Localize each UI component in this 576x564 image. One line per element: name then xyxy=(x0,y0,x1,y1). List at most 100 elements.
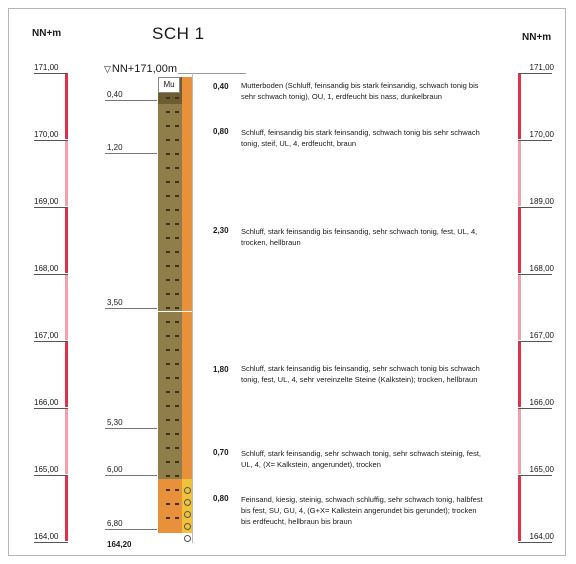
elevation-label: 165,00 xyxy=(34,465,59,474)
right-axis-label: NN+m xyxy=(522,32,552,43)
layer-description: Schluff, stark feinsandig, sehr schwach … xyxy=(241,449,481,469)
hatch-mark xyxy=(166,349,170,351)
scale-segment xyxy=(65,141,68,206)
hatch-mark xyxy=(175,307,179,309)
elevation-tick xyxy=(34,274,68,275)
elevation-label: 171,00 xyxy=(529,63,554,72)
hatch-mark xyxy=(166,125,170,127)
hatch-mark xyxy=(166,461,170,463)
elevation-tick xyxy=(34,207,68,208)
gravel-mark xyxy=(184,499,191,506)
scale-segment xyxy=(518,208,521,273)
soil-column xyxy=(158,77,192,543)
hatch-mark xyxy=(166,237,170,239)
hatch-mark xyxy=(166,517,170,519)
elevation-tick xyxy=(34,542,68,543)
hatch-mark xyxy=(166,111,170,113)
hatch-mark xyxy=(166,279,170,281)
elevation-tick xyxy=(34,475,68,476)
scale-segment xyxy=(65,208,68,273)
gravel-mark xyxy=(184,487,191,494)
hatch-mark xyxy=(166,97,170,99)
reference-level-text: NN+171,00m xyxy=(111,63,178,75)
hatch-mark xyxy=(166,223,170,225)
hatch-mark xyxy=(175,405,179,407)
hatch-mark xyxy=(166,293,170,295)
layer-description: Feinsand, kiesig, steinig, schwach schlu… xyxy=(241,495,483,526)
hatch-mark xyxy=(166,363,170,365)
layer-thickness: 0,70 xyxy=(213,448,229,457)
hatch-mark xyxy=(175,349,179,351)
triangle-icon: ▽ xyxy=(104,64,111,74)
layer-description: Schluff, stark feinsandig bis feinsandig… xyxy=(241,227,478,247)
elevation-label: 167,00 xyxy=(529,331,554,340)
elevation-label: 168,00 xyxy=(529,264,554,273)
hatch-mark xyxy=(166,321,170,323)
hatch-mark xyxy=(175,377,179,379)
hatch-mark xyxy=(166,405,170,407)
hatch-mark xyxy=(175,293,179,295)
hatch-mark xyxy=(175,237,179,239)
elevation-tick xyxy=(518,73,552,74)
scale-segment xyxy=(65,342,68,407)
soil-layer xyxy=(158,157,192,312)
scale-segment xyxy=(65,74,68,139)
elevation-label: 164,00 xyxy=(34,532,59,541)
scale-segment xyxy=(518,275,521,340)
hatch-mark xyxy=(175,363,179,365)
gravel-mark xyxy=(184,535,191,542)
scale-segment xyxy=(518,141,521,206)
elevation-label: 171,00 xyxy=(34,63,59,72)
hatch-mark xyxy=(175,223,179,225)
hatch-mark xyxy=(175,139,179,141)
top-marker: Mu xyxy=(158,77,180,93)
elevation-tick xyxy=(518,542,552,543)
elevation-label: 166,00 xyxy=(529,398,554,407)
hatch-mark xyxy=(175,517,179,519)
hatch-mark xyxy=(175,251,179,253)
elevation-tick xyxy=(518,207,552,208)
scale-segment xyxy=(518,342,521,407)
hatch-mark xyxy=(166,251,170,253)
elevation-label: 164,00 xyxy=(529,532,554,541)
elevation-label: 167,00 xyxy=(34,331,59,340)
log-frame xyxy=(8,8,566,556)
hatch-mark xyxy=(175,195,179,197)
scale-segment xyxy=(65,409,68,474)
depth-label: 3,50 xyxy=(107,297,123,307)
left-axis-label: NN+m xyxy=(32,28,62,39)
elevation-label: 170,00 xyxy=(529,130,554,139)
hatch-mark xyxy=(175,265,179,267)
hatch-mark xyxy=(166,391,170,393)
layer-thickness: 0,40 xyxy=(213,82,229,91)
gravel-mark xyxy=(184,523,191,530)
scale-segment xyxy=(518,409,521,474)
hatch-mark xyxy=(175,433,179,435)
hatch-mark xyxy=(166,489,170,491)
hatch-mark xyxy=(175,153,179,155)
layer-description: Mutterboden (Schluff, feinsandig bis sta… xyxy=(241,81,479,101)
hatch-mark xyxy=(175,209,179,211)
elevation-tick xyxy=(34,73,68,74)
hatch-mark xyxy=(175,181,179,183)
hatch-mark xyxy=(175,279,179,281)
depth-line xyxy=(105,99,157,101)
depth-label: 6,00 xyxy=(107,465,123,474)
elevation-label: 166,00 xyxy=(34,398,59,407)
soil-fill xyxy=(158,157,182,312)
scale-segment xyxy=(518,476,521,541)
elevation-label: 165,00 xyxy=(529,465,554,474)
hatch-mark xyxy=(166,209,170,211)
hatch-mark xyxy=(175,447,179,449)
hatch-mark xyxy=(166,307,170,309)
elevation-tick xyxy=(518,475,552,476)
hatch-mark xyxy=(166,447,170,449)
hatch-mark xyxy=(175,167,179,169)
layer-thickness: 1,80 xyxy=(213,365,229,374)
scale-segment xyxy=(65,275,68,340)
depth-line xyxy=(105,475,157,476)
hatch-mark xyxy=(175,475,179,477)
hatch-mark xyxy=(175,461,179,463)
moisture-fill xyxy=(182,311,192,433)
hatch-mark xyxy=(166,167,170,169)
